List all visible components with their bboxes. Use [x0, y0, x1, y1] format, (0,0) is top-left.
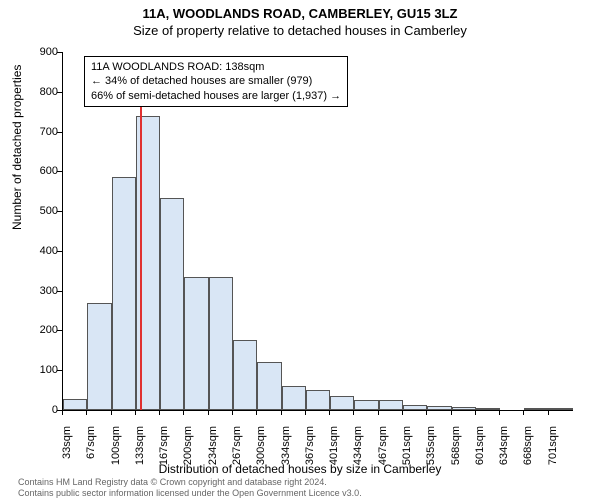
histogram-bar: [306, 390, 330, 410]
attribution-line-2: Contains public sector information licen…: [18, 488, 362, 498]
histogram-bar: [184, 277, 208, 410]
x-tick-label: 634sqm: [498, 426, 510, 466]
histogram-bar: [403, 405, 427, 410]
x-tick-mark: [353, 410, 354, 415]
y-tick-label: 400: [18, 245, 58, 257]
histogram-bar: [330, 396, 354, 410]
x-tick-label: 100sqm: [110, 426, 122, 466]
histogram-bar: [282, 386, 306, 410]
y-tick-mark: [57, 132, 62, 133]
y-tick-label: 700: [18, 126, 58, 138]
y-tick-mark: [57, 251, 62, 252]
x-tick-mark: [548, 410, 549, 415]
y-tick-mark: [57, 52, 62, 53]
y-tick-label: 500: [18, 205, 58, 217]
x-tick-label: 434sqm: [352, 426, 364, 466]
x-tick-label: 200sqm: [182, 426, 194, 466]
x-tick-label: 33sqm: [61, 426, 73, 466]
histogram-bar: [476, 408, 500, 410]
y-tick-label: 600: [18, 165, 58, 177]
y-tick-label: 100: [18, 364, 58, 376]
x-tick-mark: [281, 410, 282, 415]
x-tick-label: 568sqm: [450, 426, 462, 466]
annotation-line-2: ← 34% of detached houses are smaller (97…: [91, 74, 341, 88]
annotation-line-3: 66% of semi-detached houses are larger (…: [91, 89, 341, 103]
x-tick-mark: [135, 410, 136, 415]
property-marker-line: [140, 94, 142, 410]
x-tick-mark: [426, 410, 427, 415]
chart-container: 11A, WOODLANDS ROAD, CAMBERLEY, GU15 3LZ…: [0, 0, 600, 500]
x-tick-label: 367sqm: [304, 426, 316, 466]
y-tick-mark: [57, 171, 62, 172]
chart-subtitle: Size of property relative to detached ho…: [0, 21, 600, 38]
y-tick-mark: [57, 330, 62, 331]
y-tick-label: 800: [18, 86, 58, 98]
x-tick-label: 701sqm: [547, 426, 559, 466]
attribution-text: Contains HM Land Registry data © Crown c…: [18, 477, 362, 498]
x-tick-mark: [159, 410, 160, 415]
x-tick-mark: [329, 410, 330, 415]
x-tick-mark: [475, 410, 476, 415]
x-tick-mark: [62, 410, 63, 415]
histogram-bar: [209, 277, 233, 410]
x-axis-label: Distribution of detached houses by size …: [0, 462, 600, 476]
x-tick-label: 67sqm: [85, 426, 97, 466]
histogram-bar: [87, 303, 111, 410]
x-tick-mark: [232, 410, 233, 415]
y-tick-mark: [57, 370, 62, 371]
histogram-bar: [257, 362, 281, 410]
chart-title: 11A, WOODLANDS ROAD, CAMBERLEY, GU15 3LZ: [0, 0, 600, 21]
y-tick-mark: [57, 291, 62, 292]
x-tick-mark: [378, 410, 379, 415]
x-tick-label: 133sqm: [134, 426, 146, 466]
histogram-bar: [524, 408, 548, 410]
x-tick-label: 467sqm: [377, 426, 389, 466]
histogram-bar: [354, 400, 378, 410]
x-tick-mark: [208, 410, 209, 415]
y-tick-label: 0: [18, 404, 58, 416]
histogram-bar: [549, 408, 573, 410]
x-tick-mark: [402, 410, 403, 415]
y-tick-label: 900: [18, 46, 58, 58]
x-tick-label: 334sqm: [280, 426, 292, 466]
x-tick-mark: [256, 410, 257, 415]
x-tick-label: 167sqm: [158, 426, 170, 466]
x-tick-label: 668sqm: [522, 426, 534, 466]
attribution-line-1: Contains HM Land Registry data © Crown c…: [18, 477, 362, 487]
x-tick-mark: [86, 410, 87, 415]
histogram-bar: [112, 177, 136, 410]
histogram-bar: [63, 399, 87, 410]
histogram-bar: [160, 198, 184, 410]
x-tick-mark: [183, 410, 184, 415]
x-tick-mark: [305, 410, 306, 415]
x-tick-mark: [523, 410, 524, 415]
annotation-line-1: 11A WOODLANDS ROAD: 138sqm: [91, 60, 341, 74]
x-tick-mark: [111, 410, 112, 415]
x-tick-mark: [451, 410, 452, 415]
x-tick-label: 234sqm: [207, 426, 219, 466]
y-tick-label: 200: [18, 324, 58, 336]
histogram-bar: [452, 407, 476, 410]
x-tick-label: 535sqm: [425, 426, 437, 466]
histogram-bar: [379, 400, 403, 410]
x-tick-label: 267sqm: [231, 426, 243, 466]
y-tick-mark: [57, 92, 62, 93]
x-tick-label: 601sqm: [474, 426, 486, 466]
x-tick-label: 401sqm: [328, 426, 340, 466]
y-tick-mark: [57, 211, 62, 212]
y-tick-label: 300: [18, 285, 58, 297]
x-tick-label: 501sqm: [401, 426, 413, 466]
x-tick-label: 300sqm: [255, 426, 267, 466]
annotation-box: 11A WOODLANDS ROAD: 138sqm ← 34% of deta…: [84, 56, 348, 107]
x-tick-mark: [499, 410, 500, 415]
histogram-bar: [233, 340, 257, 410]
histogram-bar: [427, 406, 451, 410]
